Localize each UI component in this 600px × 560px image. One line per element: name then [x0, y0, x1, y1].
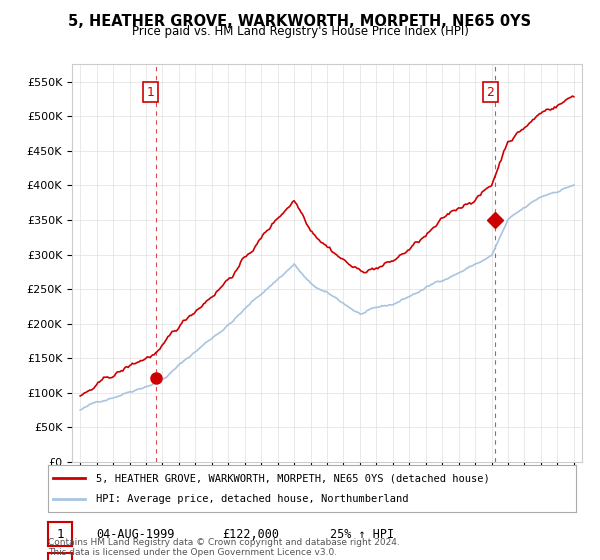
Text: 2: 2 — [487, 86, 494, 99]
Text: 24-MAR-2020: 24-MAR-2020 — [96, 559, 175, 560]
Text: 35% ↑ HPI: 35% ↑ HPI — [330, 559, 394, 560]
Text: 2: 2 — [56, 558, 64, 560]
Text: £122,000: £122,000 — [222, 528, 279, 542]
Text: 1: 1 — [56, 528, 64, 541]
Text: 04-AUG-1999: 04-AUG-1999 — [96, 528, 175, 542]
Text: HPI: Average price, detached house, Northumberland: HPI: Average price, detached house, Nort… — [95, 494, 408, 504]
Text: 1: 1 — [147, 86, 155, 99]
Text: 5, HEATHER GROVE, WARKWORTH, MORPETH, NE65 0YS: 5, HEATHER GROVE, WARKWORTH, MORPETH, NE… — [68, 14, 532, 29]
Text: Price paid vs. HM Land Registry's House Price Index (HPI): Price paid vs. HM Land Registry's House … — [131, 25, 469, 38]
Text: Contains HM Land Registry data © Crown copyright and database right 2024.
This d: Contains HM Land Registry data © Crown c… — [48, 538, 400, 557]
Text: 5, HEATHER GROVE, WARKWORTH, MORPETH, NE65 0YS (detached house): 5, HEATHER GROVE, WARKWORTH, MORPETH, NE… — [95, 473, 489, 483]
Text: 25% ↑ HPI: 25% ↑ HPI — [330, 528, 394, 542]
Text: £350,000: £350,000 — [222, 559, 279, 560]
